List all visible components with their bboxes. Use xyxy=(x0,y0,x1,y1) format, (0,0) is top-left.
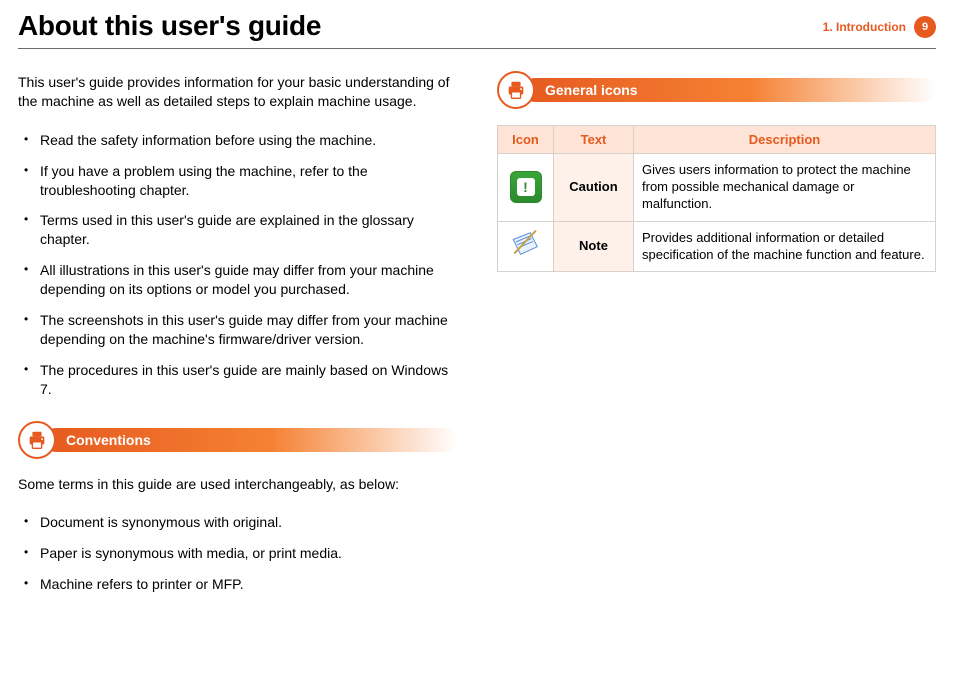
text-cell: Caution xyxy=(554,154,634,222)
list-item: Read the safety information before using… xyxy=(40,125,457,156)
breadcrumb-text: 1. Introduction xyxy=(823,20,906,34)
intro-paragraph: This user's guide provides information f… xyxy=(18,73,457,111)
desc-cell: Gives users information to protect the m… xyxy=(634,154,936,222)
general-icons-table: Icon Text Description ! Caution Gives us… xyxy=(497,125,936,272)
left-column: This user's guide provides information f… xyxy=(18,73,457,618)
section-head-general-icons: General icons xyxy=(497,73,936,107)
list-item: Terms used in this user's guide are expl… xyxy=(40,205,457,255)
col-header-icon: Icon xyxy=(498,126,554,154)
table-row: ! Caution Gives users information to pro… xyxy=(498,154,936,222)
text-cell: Note xyxy=(554,221,634,272)
breadcrumb: 1. Introduction 9 xyxy=(823,16,936,38)
section-title-general-icons: General icons xyxy=(523,78,936,102)
list-item: If you have a problem using the machine,… xyxy=(40,156,457,206)
list-item: The screenshots in this user's guide may… xyxy=(40,305,457,355)
main-bullet-list: Read the safety information before using… xyxy=(18,125,457,405)
conventions-lead: Some terms in this guide are used interc… xyxy=(18,475,457,494)
printer-icon xyxy=(497,71,535,109)
list-item: The procedures in this user's guide are … xyxy=(40,355,457,405)
conventions-bullet-list: Document is synonymous with original. Pa… xyxy=(18,507,457,600)
icon-cell-note xyxy=(498,221,554,272)
list-item: Machine refers to printer or MFP. xyxy=(40,569,457,600)
section-head-conventions: Conventions xyxy=(18,423,457,457)
list-item: All illustrations in this user's guide m… xyxy=(40,255,457,305)
table-header-row: Icon Text Description xyxy=(498,126,936,154)
section-title-conventions: Conventions xyxy=(44,428,457,452)
right-column: General icons Icon Text Description ! Ca… xyxy=(497,73,936,618)
caution-icon: ! xyxy=(510,171,542,203)
col-header-text: Text xyxy=(554,126,634,154)
icon-cell-caution: ! xyxy=(498,154,554,222)
printer-icon xyxy=(18,421,56,459)
table-row: Note Provides additional information or … xyxy=(498,221,936,272)
page-number-badge: 9 xyxy=(914,16,936,38)
note-icon xyxy=(508,228,544,264)
list-item: Document is synonymous with original. xyxy=(40,507,457,538)
page-title: About this user's guide xyxy=(18,10,321,42)
desc-cell: Provides additional information or detai… xyxy=(634,221,936,272)
col-header-description: Description xyxy=(634,126,936,154)
list-item: Paper is synonymous with media, or print… xyxy=(40,538,457,569)
